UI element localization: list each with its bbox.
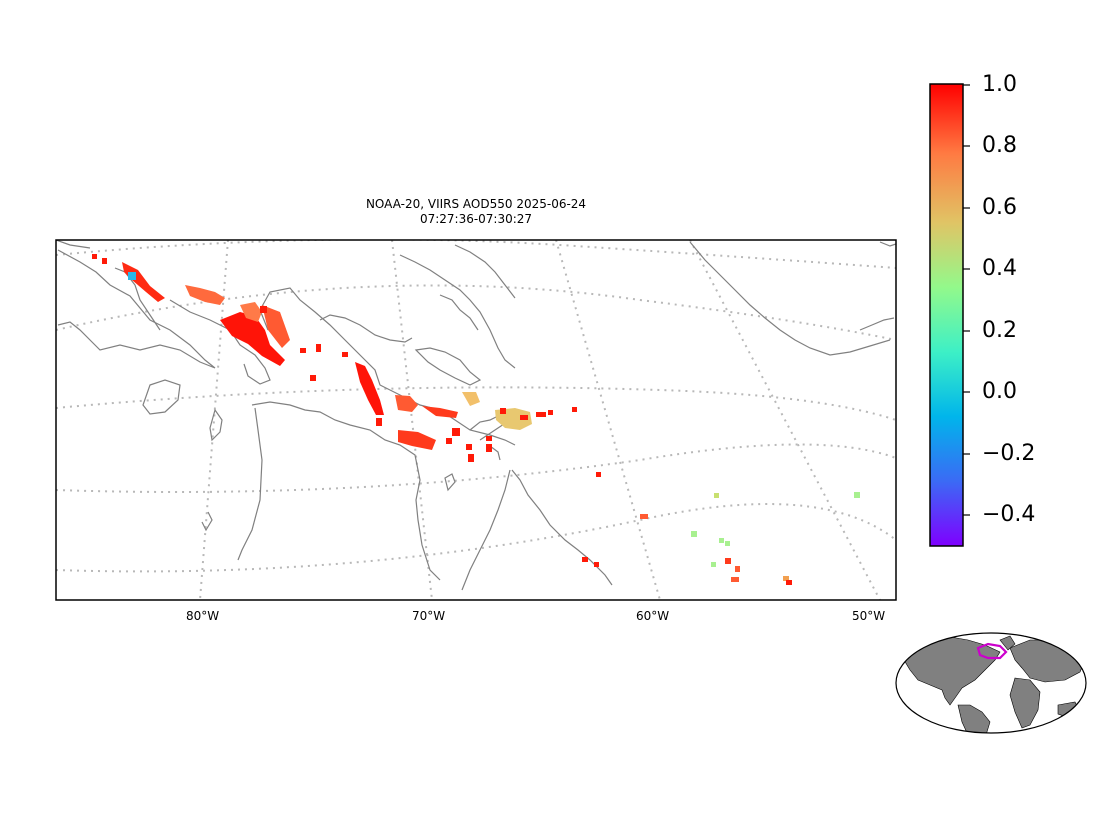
colorbar-label: 1.0	[982, 72, 1017, 97]
aod-pixel	[500, 408, 506, 414]
aod-pixel	[714, 493, 719, 498]
aod-pixel	[719, 538, 724, 543]
inset-region-highlight	[976, 642, 1008, 660]
colorbar-gradient	[930, 84, 963, 546]
map-background	[56, 240, 896, 600]
aod-pixel	[572, 407, 577, 412]
longitude-gridlines	[199, 240, 881, 600]
colorbar-frame	[929, 83, 964, 547]
colorbar-label: −0.4	[982, 502, 1036, 527]
aod-pixel	[92, 254, 97, 259]
aod-pixel	[300, 348, 306, 353]
aod-pixel	[640, 514, 648, 519]
aod-plume	[262, 305, 290, 348]
aod-pixel	[468, 454, 474, 462]
colorbar-label: 0.2	[982, 318, 1017, 343]
title-line-1: NOAA-20, VIIRS AOD550 2025-06-24	[365, 197, 587, 211]
aod-pixel	[582, 557, 588, 562]
colorbar	[929, 83, 970, 547]
aod-pixel	[466, 444, 472, 450]
colorbar-label: 0.6	[982, 195, 1017, 220]
aod-pixel	[731, 577, 739, 582]
aod-pixel	[783, 576, 789, 581]
longitude-label: 50°W	[852, 609, 886, 623]
aod-pixel	[691, 531, 697, 537]
aod-pixel	[711, 562, 716, 567]
aod-plume	[395, 395, 418, 412]
title-line-2: 07:27:36-07:30:27	[419, 212, 533, 226]
colorbar-label: 0.0	[982, 379, 1017, 404]
aod-pixel	[342, 352, 348, 357]
aod-pixel	[786, 580, 792, 585]
aod-pixel	[486, 436, 492, 441]
map-area[interactable]	[56, 239, 896, 600]
aod-plume	[398, 430, 436, 450]
aod-pixel	[594, 562, 599, 567]
aod-pixel	[735, 566, 740, 572]
map-frame	[55, 239, 897, 601]
aod-pixel	[854, 492, 860, 498]
inset-world-map	[895, 632, 1087, 734]
aod-plume	[462, 392, 480, 406]
aod-pixel	[596, 472, 601, 477]
aod-plume	[355, 362, 384, 415]
longitude-label: 80°W	[186, 609, 220, 623]
aod-plume	[220, 312, 285, 366]
aod-plume	[185, 285, 225, 305]
aod-pixel	[260, 306, 267, 313]
aod-pixel	[310, 375, 316, 381]
map-title: NOAA-20, VIIRS AOD550 2025-06-24 07:27:3…	[56, 197, 896, 227]
aod-pixel	[486, 444, 492, 452]
aod-pixel	[128, 272, 136, 280]
aod-plume	[240, 302, 262, 322]
aod-pixel	[520, 415, 528, 420]
inset-globe-outline	[895, 632, 1087, 734]
aod-pixel	[376, 418, 382, 426]
colorbar-label: 0.4	[982, 256, 1017, 281]
aod-pixel	[725, 558, 731, 564]
colorbar-ticks	[963, 84, 970, 516]
aod-pixel	[536, 412, 546, 417]
colorbar-label: −0.2	[982, 441, 1036, 466]
aod-pixel	[725, 541, 730, 546]
longitude-label: 60°W	[636, 609, 670, 623]
aod-data-points	[92, 254, 860, 585]
aod-pixel	[316, 344, 321, 352]
aod-pixel	[102, 258, 107, 264]
aod-pixel	[446, 438, 452, 444]
latitude-gridlines	[56, 240, 896, 573]
aod-pixel	[548, 410, 553, 415]
aod-plume	[422, 406, 458, 418]
longitude-label: 70°W	[412, 609, 446, 623]
coastlines	[56, 240, 896, 591]
inset-continents	[903, 635, 1086, 733]
colorbar-label: 0.8	[982, 133, 1017, 158]
aod-pixel	[452, 428, 460, 436]
